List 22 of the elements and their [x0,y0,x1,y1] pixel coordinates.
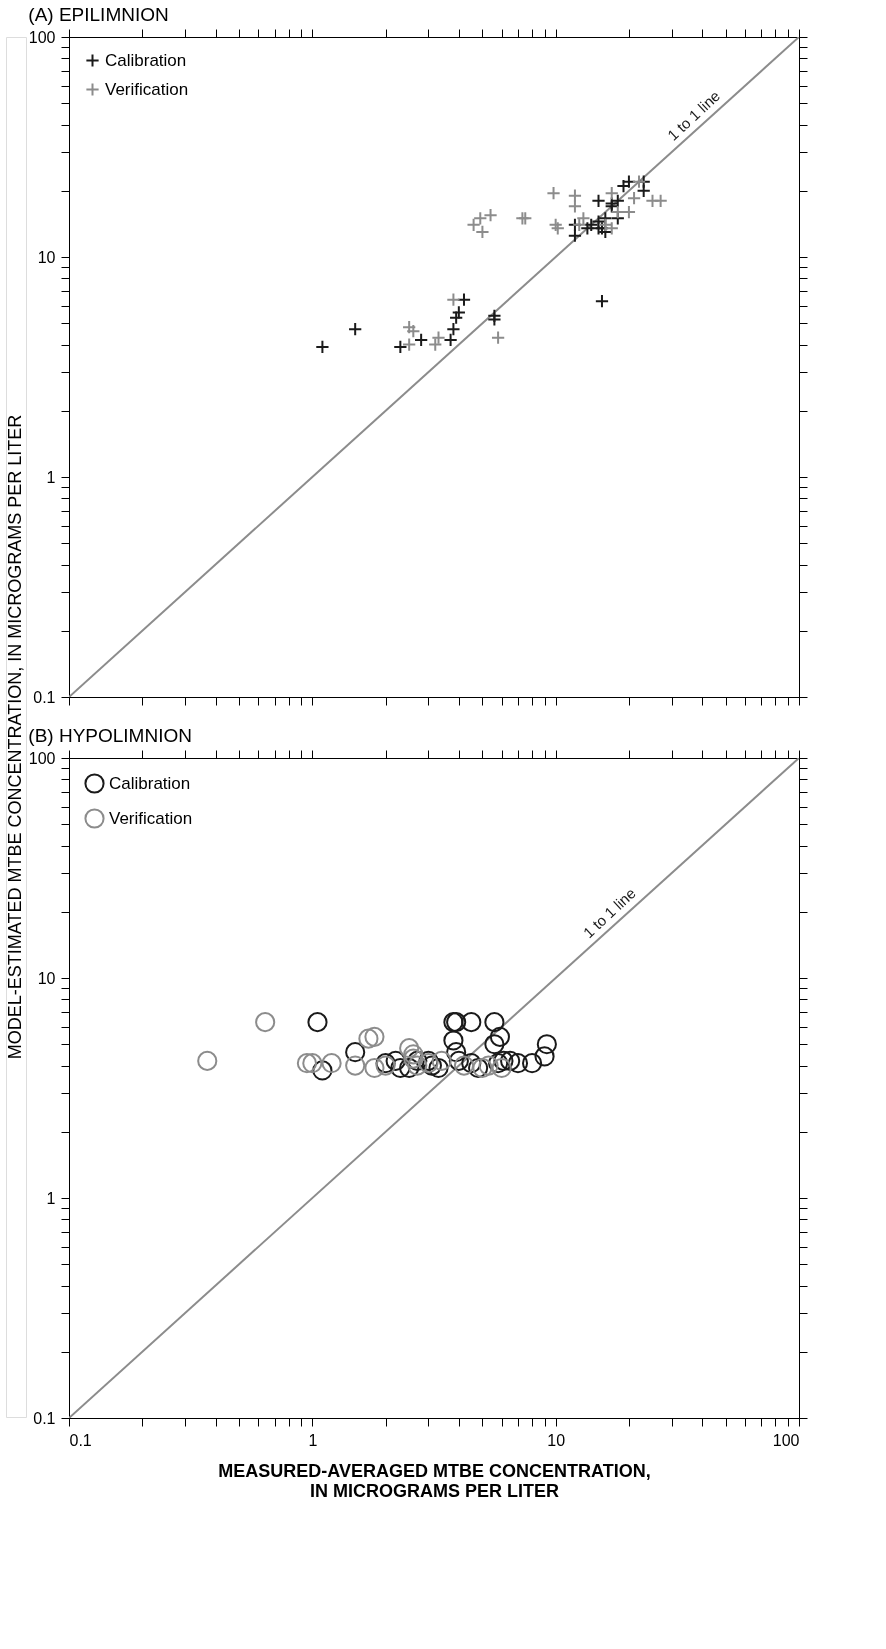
legend-label: Verification [105,79,189,99]
x-tick-label: 1 [308,1431,318,1449]
y-tick-label: 1 [46,1189,56,1207]
y-tick-label: 10 [37,969,56,987]
chart-title: (A) EPILIMNION [28,3,169,25]
legend-label: Verification [109,808,193,828]
y-tick-label: 10 [37,248,56,266]
x-axis-title: MEASURED-AVERAGED MTBE CONCENTRATION, IN MICROGRAMS PER LITER [218,1460,651,1501]
chart-title: (B) HYPOLIMNION [28,724,192,746]
x-tick-label: 10 [547,1431,566,1449]
annotation: 1 to 1 line [579,884,639,942]
y-axis-title: MODEL-ESTIMATED MTBE CONCENTRATION, IN MICROGRAMS PER LITER [5,414,25,1060]
x-tick-label: 100 [772,1431,800,1449]
y-tick-label: 100 [28,28,56,46]
legend-label: Calibration [109,773,191,793]
annotation: 1 to 1 line [664,87,724,144]
y-tick-label: 1 [46,468,56,486]
legend-label: Calibration [105,50,187,70]
y-tick-label: 0.1 [33,1409,56,1427]
y-tick-label: 0.1 [33,688,56,706]
x-tick-label: 0.1 [69,1431,92,1449]
y-tick-label: 100 [28,749,56,767]
